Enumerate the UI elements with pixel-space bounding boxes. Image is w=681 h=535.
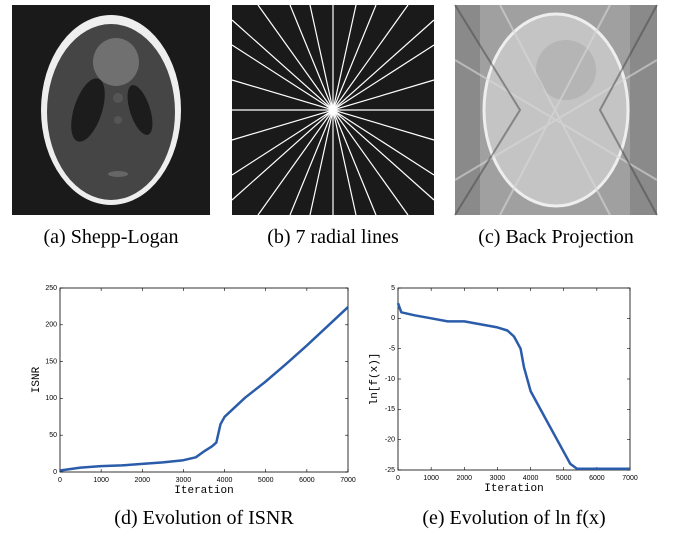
x-tick-label: 6000 (589, 475, 605, 482)
x-tick-label: 3000 (490, 475, 506, 482)
image-caption: (a) Shepp-Logan (44, 226, 179, 248)
x-tick-label: 1000 (423, 475, 439, 482)
back-projection-image (455, 5, 657, 215)
y-tick-label: -5 (389, 346, 395, 353)
y-tick-label: -20 (385, 437, 395, 444)
y-tick-label: -15 (385, 406, 395, 413)
y-tick-label: 200 (45, 322, 57, 329)
plot-frame (60, 288, 348, 472)
chart-caption: (d) Evolution of ISNR (114, 507, 294, 529)
y-tick-label: 50 (49, 432, 57, 439)
x-tick-label: 2000 (134, 477, 150, 484)
image-caption: (c) Back Projection (478, 226, 634, 248)
x-tick-label: 6000 (299, 477, 315, 484)
chart-caption: (e) Evolution of ln f(x) (422, 507, 605, 529)
y-axis-label: ISNR (31, 366, 43, 393)
x-tick-label: 0 (396, 475, 400, 482)
y-tick-label: -10 (385, 376, 395, 383)
data-line (60, 307, 348, 470)
y-tick-label: -25 (385, 467, 395, 474)
figure: (a) Shepp-Logan (b) 7 radial lines (c) B… (0, 0, 681, 535)
x-axis-label: Iteration (174, 485, 233, 497)
y-tick-label: 150 (45, 358, 57, 365)
x-tick-label: 4000 (217, 477, 233, 484)
x-tick-label: 1000 (93, 477, 109, 484)
x-tick-label: 3000 (176, 477, 192, 484)
y-tick-label: 250 (45, 285, 57, 292)
x-axis-label: Iteration (484, 483, 543, 495)
x-tick-label: 5000 (556, 475, 572, 482)
y-tick-label: 0 (53, 469, 57, 476)
data-line (398, 303, 630, 469)
plot-frame (398, 288, 630, 470)
x-tick-label: 5000 (258, 477, 274, 484)
image-caption: (b) 7 radial lines (267, 226, 399, 248)
x-tick-label: 7000 (622, 475, 638, 482)
x-tick-label: 0 (58, 477, 62, 484)
y-axis-label: ln[f(x)] (369, 353, 381, 406)
y-tick-label: 5 (391, 285, 395, 292)
radial-lines-image (232, 5, 434, 215)
y-tick-label: 0 (391, 315, 395, 322)
x-tick-label: 2000 (456, 475, 472, 482)
x-tick-label: 4000 (523, 475, 539, 482)
x-tick-label: 7000 (340, 477, 356, 484)
phantom-image (12, 5, 210, 215)
y-tick-label: 100 (45, 395, 57, 402)
